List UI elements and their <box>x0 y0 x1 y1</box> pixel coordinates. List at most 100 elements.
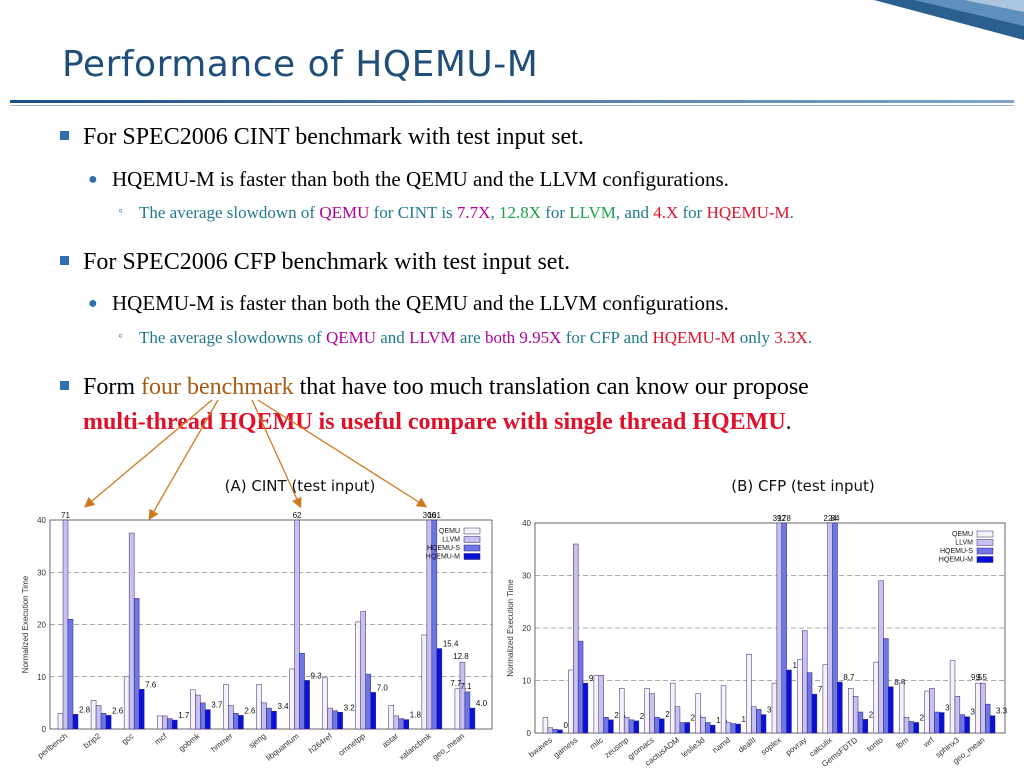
bar-llvm-hmmer <box>228 705 234 730</box>
value-label: 3.3 <box>996 707 1008 716</box>
slide-title: Performance of HQEMU-M <box>62 44 539 85</box>
y-tick-label: 10 <box>37 673 46 682</box>
geo-mean-label: 7.1 <box>460 682 472 691</box>
bar-hqemu-m-povray <box>811 693 818 734</box>
value-label: 1.8 <box>410 711 422 720</box>
legend-swatch <box>976 539 994 546</box>
bar-hqemu-m-gemsfdtd <box>862 719 869 734</box>
bar-hqemu-s-hmmer <box>233 713 239 730</box>
bar-llvm-libquantum <box>294 519 300 730</box>
bar-hqemu-m-gamess <box>582 682 589 734</box>
bar-hqemu-s-cactusadm <box>679 722 686 734</box>
bar-qemu-leslie3d <box>695 693 701 734</box>
value-label: 1.7 <box>178 711 190 720</box>
sub-bullet-cint-text: HQEMU-M is faster than both the QEMU and… <box>112 167 729 191</box>
legend-label: LLVM <box>955 540 973 547</box>
bar-hqemu-m-calculix <box>837 681 843 734</box>
x-category-label: namd <box>711 735 732 754</box>
y-tick-label: 40 <box>37 516 46 525</box>
title-divider-thin <box>10 105 1014 106</box>
x-category-label: gobmk <box>177 731 202 753</box>
bullet-cfp-text: For SPEC2006 CFP benchmark with test inp… <box>83 249 571 275</box>
value-label: 2.6 <box>112 706 124 715</box>
bar-qemu-lbm <box>898 682 905 734</box>
bar-qemu-bwaves <box>542 717 549 734</box>
bar-qemu-xalancbmk <box>421 634 428 730</box>
bar-hqemu-m-tonto <box>888 686 894 734</box>
bar-hqemu-s-bwaves <box>552 729 558 734</box>
title-divider <box>10 100 1014 103</box>
corner-decoration <box>874 0 1024 40</box>
bar-qemu-omnetpp <box>355 621 361 730</box>
bar-qemu-calculix <box>822 664 829 734</box>
y-tick-label: 20 <box>37 621 46 630</box>
bar-llvm-leslie3d <box>700 717 706 734</box>
bar-qemu-astar <box>388 705 395 730</box>
bar-llvm-cactusadm <box>674 706 681 734</box>
bar-qemu-zeusmp <box>619 688 625 734</box>
bar-qemu-wrf <box>924 690 930 734</box>
bar-llvm-geo_mean <box>980 682 986 734</box>
bar-qemu-sjeng <box>256 684 262 730</box>
value-label: 2.8 <box>79 705 91 714</box>
bar-hqemu-m-lbm <box>913 722 919 734</box>
bar-hqemu-m-dealii <box>760 714 767 734</box>
clipped-value-label: 84 <box>831 514 840 523</box>
bar-llvm-bzip2 <box>95 705 102 730</box>
clipped-value-label: 224 <box>824 514 838 523</box>
x-category-label: gcc <box>120 731 135 746</box>
bar-hqemu-s-astar <box>398 718 405 730</box>
square-bullet-icon <box>60 381 69 390</box>
bar-llvm-dealii <box>751 706 757 734</box>
y-tick-label: 10 <box>522 677 531 686</box>
bar-hqemu-m-hmmer <box>238 715 244 730</box>
bar-hqemu-s-mcf <box>166 718 173 730</box>
bar-hqemu-s-libquantum <box>299 652 305 730</box>
value-label: 9.3 <box>311 671 323 680</box>
bar-llvm-gromacs <box>649 693 655 734</box>
bar-hqemu-s-sphinx3 <box>959 714 965 734</box>
bar-hqemu-s-wrf <box>934 711 940 734</box>
legend-swatch <box>976 556 994 563</box>
clipped-value-label: 178 <box>777 514 791 523</box>
bar-llvm-mcf <box>161 715 168 730</box>
legend-swatch <box>463 536 481 543</box>
x-category-label: tonto <box>865 735 885 753</box>
bar-llvm-sphinx3 <box>954 696 961 734</box>
value-label: 8.7 <box>843 673 855 682</box>
bar-hqemu-s-calculix <box>832 522 838 734</box>
bar-hqemu-m-perlbench <box>72 714 79 730</box>
x-category-label: bzip2 <box>82 731 103 750</box>
bullet-cint-text: For SPEC2006 CINT benchmark with test in… <box>83 124 584 150</box>
bar-llvm-soplex <box>776 522 782 734</box>
clipped-value-label: 306 <box>423 511 437 520</box>
bar-llvm-geo_mean <box>459 661 466 730</box>
bullet-four-benchmark-line2: multi-thread HQEMU is useful compare wit… <box>83 409 792 435</box>
x-category-label: libquantum <box>264 731 301 762</box>
bar-hqemu-m-sphinx3 <box>964 716 970 734</box>
legend-swatch <box>976 530 994 538</box>
bar-hqemu-s-gcc <box>133 598 140 730</box>
chart-cint: (A) CINT (test input) 0 10 20 30 40 Normalized… <box>21 477 493 763</box>
bar-llvm-gcc <box>128 532 135 730</box>
bar-qemu-gobmk <box>190 689 196 730</box>
ring-bullet-icon: ◦ <box>118 204 123 219</box>
bar-hqemu-s-milc <box>603 717 609 734</box>
bar-llvm-namd <box>725 722 732 734</box>
bar-hqemu-m-bwaves <box>557 729 563 734</box>
bar-hqemu-m-libquantum <box>304 680 310 730</box>
y-tick-label: 40 <box>522 519 531 528</box>
legend-label: QEMU <box>952 531 973 538</box>
bar-qemu-perlbench <box>57 713 64 730</box>
chart-title: (B) CFP (test input) <box>731 477 875 495</box>
bar-hqemu-s-gromacs <box>654 717 660 734</box>
geo-mean-label: 7.7 <box>450 679 462 688</box>
bar-hqemu-m-gromacs <box>659 718 665 734</box>
bar-hqemu-s-zeusmp <box>628 719 635 734</box>
bullet-four-benchmark-line1: Form four benchmark that have too much t… <box>83 374 809 400</box>
bar-hqemu-s-lbm <box>908 721 915 734</box>
legend-swatch <box>463 544 481 552</box>
square-bullet-icon <box>60 131 69 140</box>
y-axis-label: Normalized Execution Time <box>21 575 30 673</box>
y-axis-label: Normalized Execution Time <box>506 579 515 677</box>
